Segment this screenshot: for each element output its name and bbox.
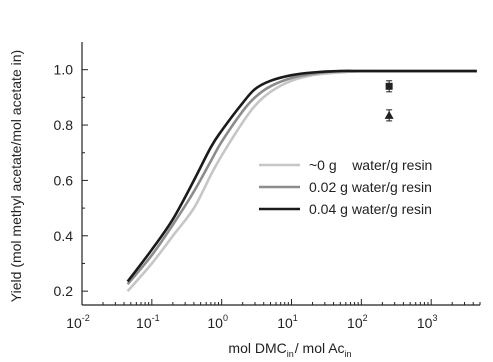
data-markers <box>384 80 394 122</box>
series-line-2 <box>126 69 477 286</box>
legend-label-1: ~0 g water/g resin <box>309 157 432 173</box>
x-tick-label: 101 <box>277 313 298 331</box>
legend-label-3: 0.04 g water/g resin <box>309 201 432 217</box>
x-tick-base: 10 <box>136 315 152 331</box>
x-tick-base: 10 <box>347 315 363 331</box>
x-tick-label: 10-1 <box>136 313 160 331</box>
x-tick-exponent: 0 <box>223 313 228 323</box>
y-tick-label: 0.4 <box>54 228 74 244</box>
marker-square <box>385 82 393 90</box>
legend: ~0 g water/g resin 0.02 g water/g resin 0.… <box>259 157 432 217</box>
x-label-sub-1: in <box>287 349 294 359</box>
x-tick-label: 103 <box>417 313 438 331</box>
x-axis-label: mol DMCin/ mol Acin <box>228 340 351 359</box>
y-tick-label: 0.6 <box>54 172 74 188</box>
marker-triangle <box>384 110 394 119</box>
legend-label-2: 0.02 g water/g resin <box>309 179 432 195</box>
x-label-sub-2: in <box>345 349 352 359</box>
series-lines <box>126 69 477 293</box>
x-tick-exponent: 1 <box>293 313 298 323</box>
x-label-part-2: / mol Ac <box>295 340 345 356</box>
series-line-3 <box>126 69 477 283</box>
x-tick-label: 100 <box>207 313 228 331</box>
x-tick-base: 10 <box>417 315 433 331</box>
y-tick-label: 0.2 <box>54 283 74 299</box>
x-tick-exponent: -2 <box>82 313 90 323</box>
y-ticks: 0.2 0.4 0.6 0.8 1.0 <box>54 62 88 299</box>
y-tick-label: 0.8 <box>54 117 74 133</box>
y-axis-label: Yield (mol methyl acetate/mol acetate in… <box>8 50 24 302</box>
x-tick-label: 10-2 <box>66 313 90 331</box>
x-tick-exponent: 2 <box>363 313 368 323</box>
x-tick-base: 10 <box>277 315 293 331</box>
x-ticks: 10-2 10-1 100 101 102 103 <box>66 299 481 331</box>
x-tick-base: 10 <box>207 315 223 331</box>
x-tick-base: 10 <box>66 315 82 331</box>
x-label-part-1: mol DMC <box>228 340 286 356</box>
x-tick-exponent: 3 <box>432 313 437 323</box>
x-tick-label: 102 <box>347 313 368 331</box>
y-tick-label: 1.0 <box>54 62 74 78</box>
x-tick-exponent: -1 <box>152 313 160 323</box>
